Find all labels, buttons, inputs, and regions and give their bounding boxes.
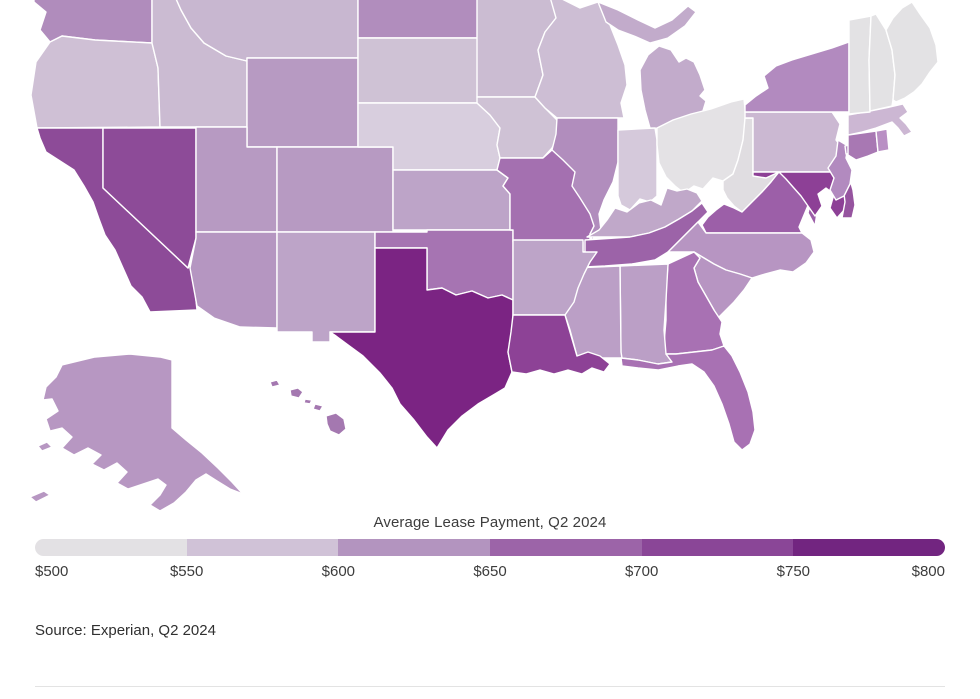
- legend-tick: $650: [473, 563, 507, 580]
- source-note: Source: Experian, Q2 2024: [35, 622, 216, 639]
- legend-tick: $500: [35, 563, 69, 580]
- state-NJ[interactable]: [827, 139, 853, 201]
- state-NV[interactable]: [102, 127, 197, 269]
- states-group: [29, 0, 939, 512]
- legend-bin: [793, 539, 945, 556]
- legend-tick: $550: [169, 563, 204, 580]
- state-IL[interactable]: [551, 117, 619, 241]
- state-TN[interactable]: [584, 202, 709, 268]
- state-FL[interactable]: [620, 345, 756, 451]
- legend-tick: $700: [624, 563, 659, 580]
- state-AL[interactable]: [619, 263, 673, 365]
- state-IN[interactable]: [617, 127, 658, 211]
- state-SD[interactable]: [357, 37, 485, 104]
- state-ND[interactable]: [357, 0, 481, 39]
- state-OR[interactable]: [30, 35, 161, 129]
- legend-tick-labels: $500 $550 $600 $650 $700 $750 $800: [35, 563, 945, 583]
- footer-divider: [35, 686, 945, 687]
- state-RI[interactable]: [875, 128, 890, 153]
- state-TX[interactable]: [329, 247, 514, 449]
- state-HI[interactable]: [269, 379, 347, 436]
- state-NM[interactable]: [276, 231, 376, 343]
- state-AZ[interactable]: [189, 231, 278, 329]
- legend-bin: [490, 539, 642, 556]
- legend-tick: $600: [321, 563, 356, 580]
- legend-tick: $750: [776, 563, 811, 580]
- state-ME[interactable]: [885, 1, 939, 103]
- legend-bin: [35, 539, 187, 556]
- state-WA[interactable]: [33, 0, 153, 44]
- state-AK[interactable]: [29, 353, 244, 512]
- legend-color-bar: [35, 539, 945, 556]
- legend-title: Average Lease Payment, Q2 2024: [373, 514, 607, 531]
- state-VT[interactable]: [848, 15, 872, 115]
- state-KS[interactable]: [392, 169, 511, 231]
- legend-tick: $800: [911, 563, 945, 580]
- state-WY[interactable]: [246, 57, 359, 148]
- state-CO[interactable]: [276, 146, 394, 233]
- legend-bin: [338, 539, 491, 556]
- legend-bin: [641, 539, 794, 556]
- map-container: [29, 0, 939, 512]
- us-choropleth-map: [29, 0, 939, 512]
- legend: Average Lease Payment, Q2 2024 $500 $550 $…: [35, 514, 945, 583]
- state-LA[interactable]: [507, 314, 611, 375]
- state-CT[interactable]: [847, 130, 879, 161]
- state-MA[interactable]: [847, 103, 913, 137]
- legend-bin: [186, 539, 339, 556]
- state-PA[interactable]: [744, 111, 846, 173]
